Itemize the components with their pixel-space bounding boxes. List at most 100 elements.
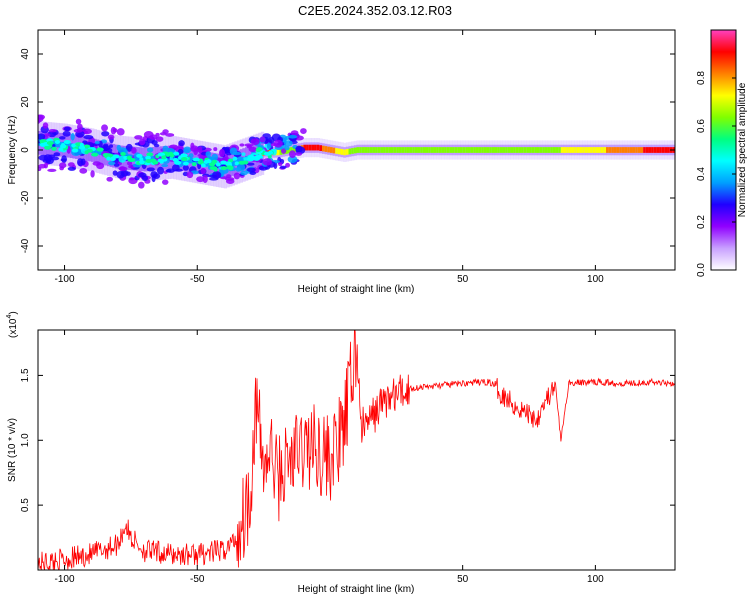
- spectrogram-blob: [77, 123, 83, 131]
- spectrogram-ridge-cell: [465, 147, 469, 153]
- spectrogram-core-blob: [63, 139, 71, 144]
- spectrogram-ridge-cell: [401, 147, 405, 153]
- spectrogram-ridge-cell: [375, 147, 379, 153]
- spectrogram-core-blob: [165, 152, 171, 157]
- spectrogram-ridge-cell: [643, 147, 647, 153]
- spectrogram-blob: [63, 126, 71, 132]
- spectrogram-blob: [94, 141, 100, 145]
- spectrogram-blob: [101, 130, 110, 137]
- spectrogram-ridge-cell: [337, 148, 342, 155]
- spectrogram-ridge-cell: [414, 147, 419, 153]
- spectrogram-ridge-cell: [600, 147, 604, 153]
- spectrogram-core-blob: [146, 152, 154, 157]
- snr-y-ticks: 0.5 1.0 1.5: [20, 368, 675, 512]
- spectrogram-blob: [116, 170, 125, 179]
- spectrogram-core-blob: [172, 158, 179, 163]
- spectrogram-blob: [259, 136, 266, 143]
- spectrogram-blob: [288, 134, 298, 139]
- spectrogram-core-blob: [209, 166, 218, 171]
- spectrogram-blob: [232, 151, 242, 156]
- spectrogram-ridge-cell: [521, 147, 525, 153]
- spectrogram-ridge-cell: [621, 147, 626, 153]
- snr-scale-exponent: 4: [6, 315, 13, 319]
- spectrogram-ridge-cell: [327, 146, 331, 153]
- spectrogram-ridge-cell: [364, 147, 368, 153]
- x-tick-label: -100: [55, 574, 75, 585]
- spectrogram-blob: [106, 176, 113, 182]
- colorbar-tick-label: 0.6: [696, 119, 707, 133]
- spectrogram-ridge-cell: [306, 144, 310, 151]
- spectrogram-ridge-cell: [648, 147, 652, 153]
- spectrogram-ridge-cell: [292, 146, 297, 153]
- y-tick-label: 1.5: [20, 368, 31, 382]
- x-tick-label: 50: [457, 574, 469, 585]
- spectrogram-core-blob: [86, 148, 93, 153]
- spectrogram-ridge-cell: [428, 147, 432, 153]
- spectrogram-ridge-cell: [396, 147, 400, 153]
- spectrogram-blob: [266, 142, 272, 149]
- spectrogram-blob: [62, 130, 71, 137]
- spectrogram-ridge-cell: [446, 147, 450, 153]
- spectrogram-ridge-cell: [613, 147, 618, 153]
- spectrogram-ridge-cell: [598, 147, 602, 153]
- spectrogram-ridge-cell: [531, 147, 535, 153]
- spectrogram-blob: [118, 166, 128, 171]
- spectrogram-ridge-cell: [544, 147, 549, 153]
- x-tick-label: -50: [190, 274, 205, 285]
- colorbar-ticks: 0.0 0.2 0.4 0.6 0.8: [696, 71, 736, 277]
- spectrogram-blob: [146, 147, 154, 153]
- spectrogram-core-blob: [226, 165, 234, 170]
- spectrogram-ridge-cell: [380, 147, 384, 153]
- spectrogram-ridge-cell: [497, 147, 501, 153]
- spectrogram-ridge-cell: [624, 147, 628, 153]
- spectrogram-core-blob: [61, 144, 67, 149]
- snr-panel: -100 -50 50 100 0.5 1.0 1.5 Height of straigh…: [6, 311, 676, 595]
- spectrogram-blob: [165, 169, 172, 173]
- spectrogram-ridge-cell: [629, 147, 634, 153]
- spectrogram-core-blob: [191, 162, 197, 167]
- spectrogram-core-blob: [215, 162, 221, 167]
- spectrogram-ridge-cell: [324, 146, 328, 152]
- spectrogram-ridge-cell: [481, 147, 485, 153]
- y-tick-label: 20: [20, 96, 31, 108]
- spectrogram-ridge-cell: [475, 147, 480, 153]
- spectrogram-blob: [273, 139, 283, 148]
- spectrogram-blob: [211, 153, 219, 161]
- spectrogram-ridge-cell: [420, 147, 424, 153]
- spectrogram-ridge-cell: [470, 147, 474, 153]
- spectrogram-blob: [80, 158, 86, 166]
- y-tick-label: -20: [20, 190, 31, 205]
- spectrogram-blob: [186, 171, 194, 179]
- spectrogram-ridge-cell: [454, 147, 458, 153]
- spectrogram-core-blob: [109, 157, 116, 162]
- spectrogram-blob: [248, 146, 257, 153]
- spectrogram-blob: [262, 158, 273, 166]
- spectrogram-blob: [283, 140, 293, 147]
- spectrogram-ridge-cell: [93, 147, 97, 154]
- spectrogram-y-axis-label: Frequency (Hz): [7, 116, 18, 185]
- spectrogram-blob: [200, 167, 206, 175]
- spectrogram-ridge-cell: [611, 147, 615, 153]
- spectrogram-ridge-cell: [603, 147, 607, 153]
- spectrogram-ridge-cell: [287, 147, 291, 154]
- spectrogram-ridge-cell: [640, 147, 644, 153]
- spectrogram-ridge-cell: [343, 149, 347, 156]
- spectrogram-ridge-cell: [563, 147, 567, 153]
- spectrogram-ridge-cell: [590, 147, 594, 153]
- spectrogram-blob: [151, 174, 156, 183]
- spectrogram-blob: [96, 162, 105, 170]
- spectrogram-ridge-cell: [478, 147, 482, 153]
- spectrogram-blob: [38, 133, 46, 140]
- spectrogram-core-blob: [51, 146, 57, 151]
- spectrogram-ridge-cell: [579, 147, 583, 153]
- spectrogram-blob: [129, 177, 135, 181]
- spectrogram-core-blob: [234, 161, 239, 166]
- spectrogram-ridge-cell: [404, 147, 408, 153]
- spectrogram-blob: [113, 163, 120, 167]
- spectrogram-ridge-cell: [661, 147, 665, 153]
- x-tick-label: 50: [457, 274, 469, 285]
- spectrogram-ridge-cell: [571, 147, 575, 153]
- spectrogram-core-blob: [145, 155, 151, 160]
- spectrogram-blob: [59, 162, 67, 169]
- spectrogram-core-blob: [120, 151, 126, 156]
